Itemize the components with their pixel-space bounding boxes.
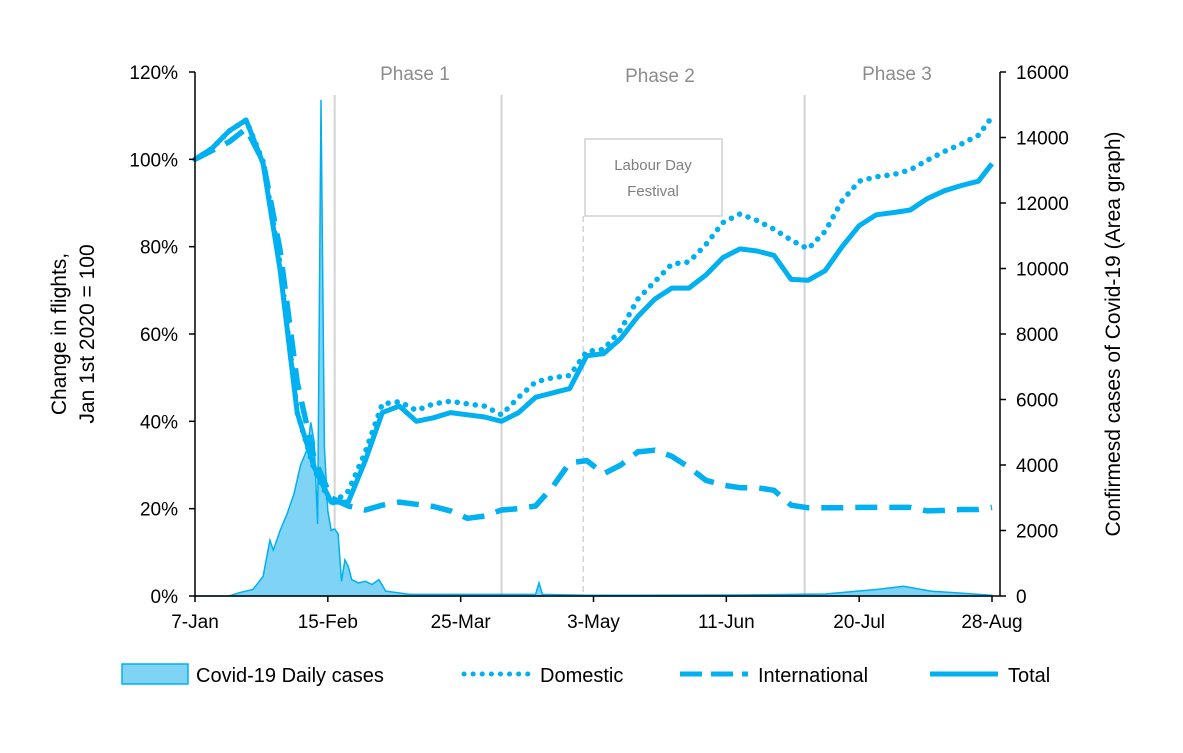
international-line [193,126,993,522]
legend: Covid-19 Daily cases Domestic Internatio… [121,663,1050,687]
y2-tick-label: 8000 [1016,325,1058,346]
covid-cases-area [195,99,993,597]
y2-tick-label: 14000 [1016,129,1069,150]
y-tick-label: 80% [140,238,178,259]
legend-label-international: International [758,665,868,687]
annotation-box [584,138,723,217]
flight-lines [192,114,995,522]
covid-cases-area-path [195,99,993,597]
labour-day-annotation: Labour Day Festival [584,138,723,217]
y2-tick-label: 0 [1016,587,1027,608]
legend-swatch-cases [121,663,189,685]
x-tick-label: 25-Mar [431,612,492,633]
y-tick-label: 60% [140,325,178,346]
phase-3-label: Phase 3 [862,64,932,85]
x-tick-label: 20-Jul [833,612,885,633]
y-tick-label: 100% [129,150,178,171]
y-axis-label-line-1: Change in flights, [48,253,71,415]
tick-labels: 0% 20% 40% 60% 80% 100% 120% 0 2000 4000 6000 8000 1… [129,63,1068,633]
annotation-line-1: Labour Day [614,157,692,174]
annotation-line-2: Festival [627,183,679,200]
y-tick-label: 20% [140,500,178,521]
y-tick-label: 40% [140,412,178,433]
y-tick-label: 0% [151,587,179,608]
total-line [193,117,994,505]
y2-tick-label: 12000 [1016,194,1069,215]
legend-label-cases: Covid-19 Daily cases [196,665,384,687]
x-tick-label: 3-May [567,612,620,633]
legend-label-domestic: Domestic [540,665,623,687]
y2-tick-label: 4000 [1016,456,1058,477]
phase-1-label: Phase 1 [380,64,450,85]
x-tick-label: 15-Feb [298,612,358,633]
x-tick-label: 7-Jan [171,612,219,633]
y2-axis-label: Confirmesd cases of Covid-19 (Area graph… [1102,131,1125,536]
phase-lines [333,95,806,596]
x-tick-label: 28-Aug [961,612,1022,633]
legend-label-total: Total [1008,665,1050,687]
y-axis-label-line-2: Jan 1st 2020 = 100 [76,244,99,423]
x-tick-label: 11-Jun [698,612,755,633]
phase-2-label: Phase 2 [625,66,695,87]
y-tick-label: 120% [129,63,178,84]
y2-tick-label: 16000 [1016,63,1069,84]
y2-tick-label: 10000 [1016,260,1069,281]
y2-tick-label: 6000 [1016,391,1058,412]
y2-tick-label: 2000 [1016,522,1058,543]
